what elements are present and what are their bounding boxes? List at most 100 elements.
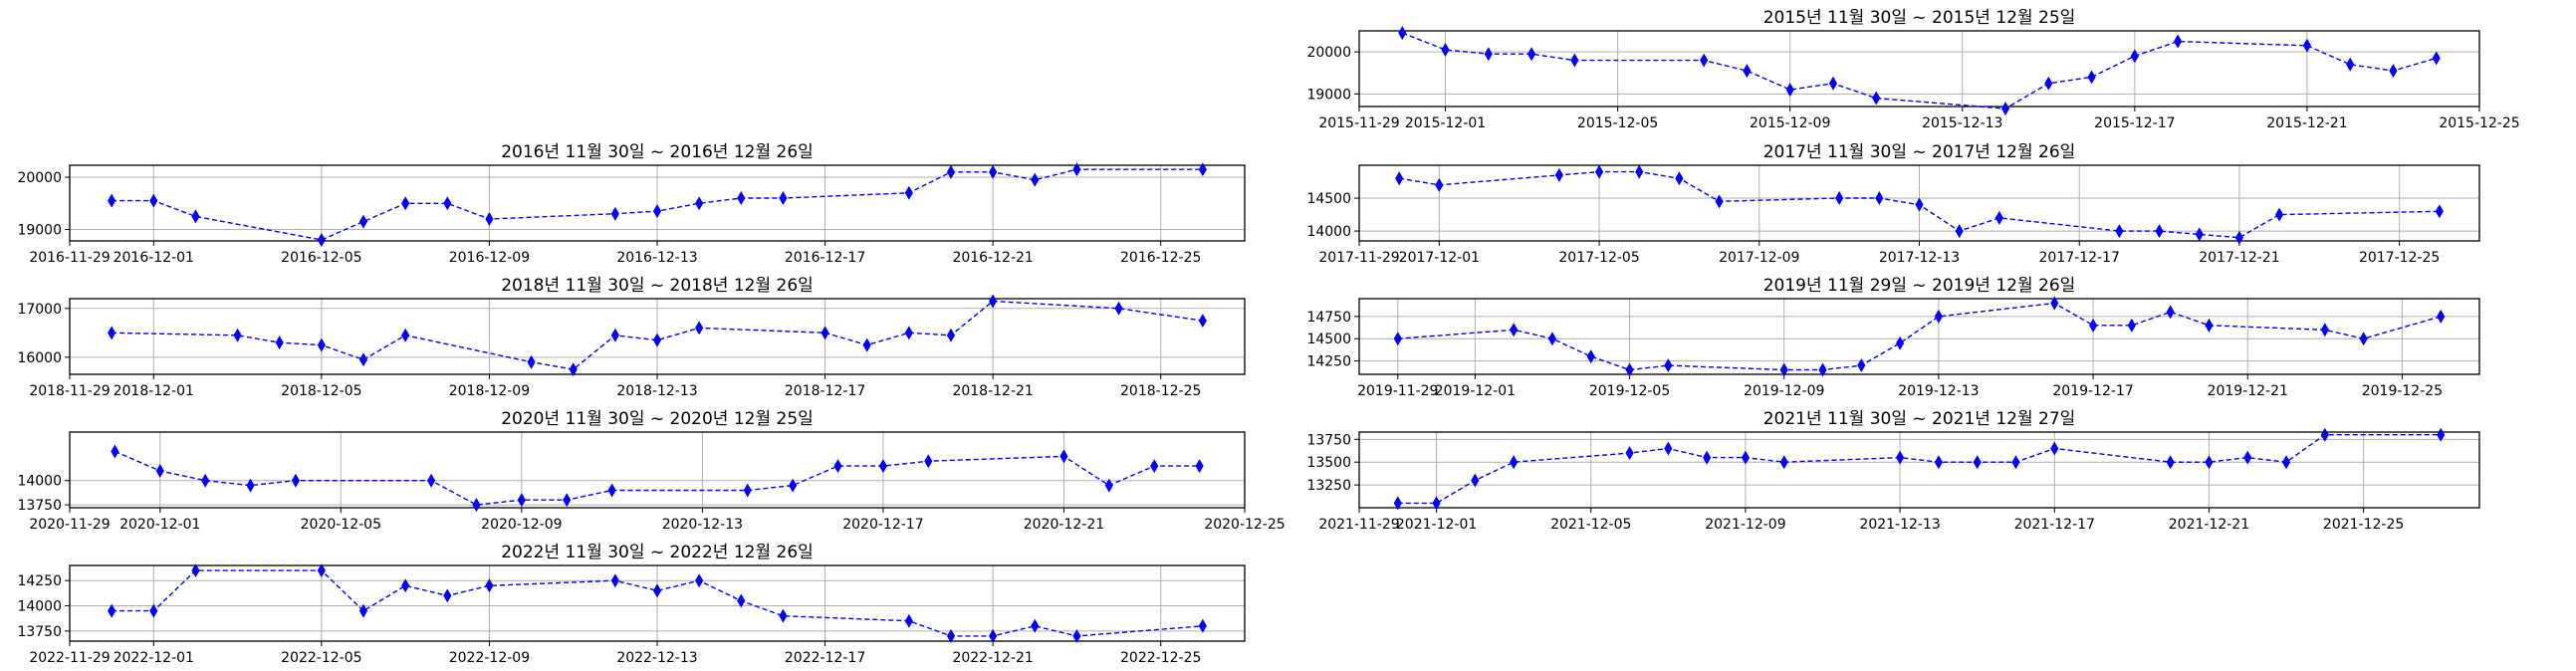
chart-title: 2017년 11월 30일 ~ 2017년 12월 26일 [1763, 142, 2076, 162]
x-tick-label: 2018-12-17 [785, 383, 865, 399]
y-tick-label: 17000 [17, 302, 62, 318]
data-point [652, 583, 662, 598]
data-point [2435, 204, 2444, 219]
data-point [401, 196, 410, 211]
data-point [1741, 450, 1751, 465]
data-point [833, 459, 842, 474]
x-tick-label: 2017-11-29 [1318, 250, 1399, 266]
x-tick-label: 2020-12-09 [481, 517, 562, 533]
data-point [989, 628, 998, 643]
chart-panel-y2015: 2015-11-29 2015-12-01 2015-12-05 2015-12-09… [1306, 8, 2519, 131]
data-point [1547, 332, 1557, 346]
data-point [610, 328, 619, 342]
data-point [1031, 618, 1040, 633]
data-point [610, 206, 619, 221]
data-point [1114, 301, 1123, 316]
data-point [201, 473, 210, 488]
data-point [108, 326, 117, 340]
data-point [317, 232, 326, 247]
axes-frame [69, 564, 1246, 642]
y-tick-label: 13750 [17, 624, 62, 640]
x-tick-label: 2018-12-21 [952, 383, 1033, 399]
data-point [1635, 164, 1644, 179]
x-tick-label: 2017-12-21 [2199, 250, 2279, 266]
data-point [1743, 64, 1752, 79]
data-point [607, 483, 616, 498]
data-point [1973, 455, 1982, 470]
data-point [485, 211, 494, 226]
x-tick-label: 2015-12-05 [1577, 115, 1658, 131]
data-point [358, 603, 368, 618]
data-point [2130, 49, 2139, 64]
x-tick-label: 2019-12-09 [1744, 383, 1824, 399]
data-point [111, 444, 119, 459]
data-point [1031, 172, 1040, 187]
chart-panel-y2022: 2022-11-29 2022-12-01 2022-12-05 2022-12-09… [17, 543, 1246, 666]
x-tick-label: 2018-12-09 [449, 383, 530, 399]
data-point [1195, 459, 1204, 474]
data-point [1150, 459, 1159, 474]
x-tick-label: 2017-12-01 [1399, 250, 1480, 266]
x-tick-label: 2018-12-05 [281, 383, 361, 399]
data-point [443, 196, 452, 211]
data-point [1872, 91, 1881, 106]
x-tick-label: 2021-11-29 [1318, 517, 1399, 533]
x-tick-label: 2020-12-17 [842, 517, 923, 533]
y-tick-label: 14500 [1306, 191, 1351, 207]
x-tick-label: 2018-12-01 [114, 383, 194, 399]
x-tick-label: 2017-12-09 [1719, 250, 1799, 266]
x-tick-label: 2021-12-05 [1550, 517, 1631, 533]
chart-panel-y2016: 2016-11-29 2016-12-01 2016-12-05 2016-12-09… [17, 142, 1246, 266]
data-point [1554, 167, 1563, 182]
data-point [1703, 450, 1712, 465]
axes-frame [1358, 431, 2480, 509]
x-tick-label: 2015-12-13 [1922, 115, 2002, 131]
data-point [789, 478, 798, 493]
x-tick-label: 2020-12-05 [301, 517, 381, 533]
x-tick-label: 2019-12-25 [2362, 383, 2443, 399]
data-point [1785, 83, 1794, 98]
x-tick-label: 2022-11-29 [29, 650, 110, 666]
data-point [2275, 207, 2284, 222]
data-point [275, 336, 284, 350]
data-point [1664, 441, 1673, 456]
x-tick-label: 2022-12-05 [281, 650, 361, 666]
data-point [652, 333, 662, 347]
data-point [1435, 177, 1444, 192]
data-point [2087, 70, 2096, 85]
x-tick-label: 2018-12-13 [616, 383, 697, 399]
data-point [1664, 358, 1673, 373]
y-tick-label: 14000 [1306, 224, 1351, 240]
x-tick-label: 2015-11-29 [1318, 115, 1399, 131]
series-line [112, 300, 1204, 370]
data-point [2166, 305, 2175, 320]
data-point [1875, 191, 1884, 206]
series-line [115, 450, 1200, 506]
data-point [2320, 427, 2329, 442]
data-point [317, 337, 326, 352]
data-point [779, 608, 788, 623]
y-tick-label: 14250 [1306, 354, 1351, 370]
data-point [1818, 362, 1827, 377]
x-tick-label: 2016-12-17 [785, 250, 865, 266]
data-point [1934, 455, 1943, 470]
data-point [1484, 47, 1493, 62]
x-tick-label: 2016-12-05 [281, 250, 361, 266]
data-point [1510, 455, 1519, 470]
data-point [2000, 102, 2010, 116]
data-point [1625, 446, 1634, 461]
chart-title: 2016년 11월 30일 ~ 2016년 12월 26일 [501, 142, 814, 162]
x-tick-label: 2021-12-13 [1859, 517, 1940, 533]
x-tick-label: 2019-11-29 [1357, 383, 1438, 399]
data-point [2243, 450, 2252, 465]
data-point [946, 164, 956, 179]
chart-title: 2022년 11월 30일 ~ 2022년 12월 26일 [501, 543, 814, 562]
axes-frame [69, 298, 1246, 375]
x-tick-label: 2017-12-17 [2039, 250, 2120, 266]
data-point [610, 573, 619, 588]
data-point [820, 326, 829, 340]
data-point [1471, 473, 1480, 488]
